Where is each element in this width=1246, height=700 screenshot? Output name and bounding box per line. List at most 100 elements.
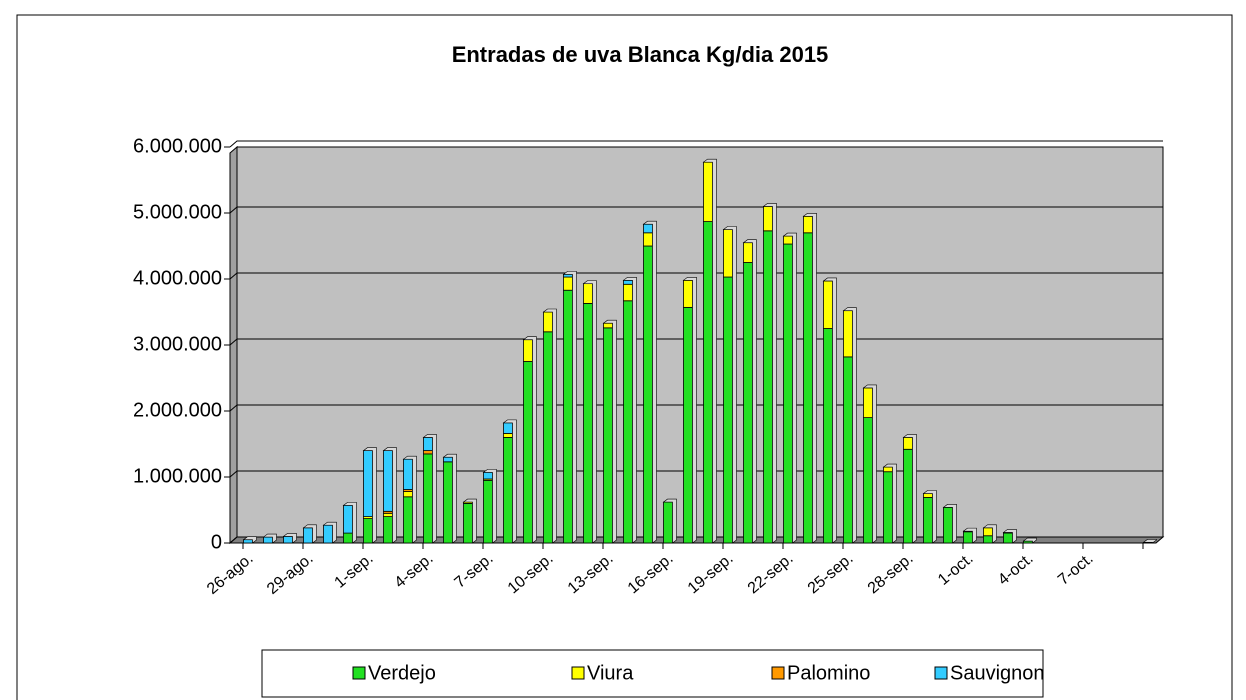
bar-top — [642, 220, 657, 544]
y-tick-label: 4.000.000 — [133, 267, 222, 289]
legend — [261, 649, 1044, 698]
bar-top — [962, 527, 977, 544]
bar-top — [542, 308, 557, 544]
bar-segment — [563, 276, 573, 291]
bar-segment — [723, 276, 733, 544]
bar-segment — [863, 387, 873, 418]
bar-segment — [903, 436, 913, 450]
bar-segment — [303, 527, 313, 544]
bar-top — [522, 336, 537, 544]
bar-segment — [723, 229, 733, 278]
bar-segment — [963, 531, 973, 544]
bar-segment — [983, 535, 993, 544]
bar-segment — [923, 497, 933, 544]
bar-segment — [343, 532, 353, 544]
bar-segment — [403, 458, 413, 490]
bar-segment — [823, 280, 833, 329]
bar-segment — [563, 273, 573, 278]
bar-segment — [603, 327, 613, 544]
bar-segment — [783, 243, 793, 544]
bar-segment — [763, 205, 773, 232]
bar-top — [282, 533, 297, 544]
bar-segment — [403, 491, 413, 498]
bar-segment — [363, 518, 373, 544]
bar-segment — [983, 527, 993, 537]
bar-segment — [863, 417, 873, 544]
bar-top — [922, 490, 937, 544]
bar-top — [482, 469, 497, 544]
bar-top — [582, 280, 597, 544]
bar-top — [402, 455, 417, 544]
bar-segment — [803, 215, 813, 234]
bar-top — [762, 203, 777, 544]
grid-line — [229, 206, 1163, 214]
bar-segment — [423, 450, 433, 455]
bar-segment — [623, 300, 633, 544]
bar-top — [242, 536, 257, 544]
bar-top — [342, 502, 357, 544]
bar-top — [882, 463, 897, 544]
bar-segment — [463, 502, 473, 544]
bar-top — [302, 524, 317, 544]
bar-segment — [643, 245, 653, 544]
bar-top — [1142, 539, 1157, 544]
bar-top — [422, 434, 437, 544]
bar-segment — [283, 536, 293, 544]
bar-segment — [503, 422, 513, 434]
bar-segment — [823, 328, 833, 544]
bar-top — [822, 277, 837, 544]
bar-segment — [383, 450, 393, 512]
bar-top — [362, 447, 377, 544]
bar-top — [602, 319, 617, 544]
bar-segment — [363, 450, 373, 518]
bar-segment — [603, 322, 613, 329]
chart-title: Entradas de uva Blanca Kg/dia 2015 — [452, 42, 829, 67]
bar-segment — [883, 471, 893, 544]
bar-segment — [543, 311, 553, 333]
bar-segment — [643, 232, 653, 247]
bar-segment — [903, 448, 913, 544]
bar-top — [722, 226, 737, 544]
bar-top — [1022, 537, 1037, 544]
y-tick-label: 5.000.000 — [133, 201, 222, 223]
bar-segment — [883, 466, 893, 473]
bar-segment — [323, 524, 333, 544]
legend-swatch — [352, 666, 366, 680]
bar-segment — [583, 303, 593, 544]
bar-segment — [1003, 532, 1013, 544]
bar-top — [902, 434, 917, 544]
y-tick-label: 3.000.000 — [133, 333, 222, 355]
bar-top — [322, 521, 337, 544]
grid-line — [229, 272, 1163, 280]
bar-segment — [443, 456, 453, 463]
bar-top — [862, 384, 877, 544]
legend-swatch — [934, 666, 948, 680]
grid-line — [229, 140, 1163, 148]
bar-top — [462, 498, 477, 544]
y-tick-label: 1.000.000 — [133, 465, 222, 487]
bar-segment — [543, 331, 553, 544]
bar-top — [802, 213, 817, 544]
bar-segment — [423, 453, 433, 544]
bar-segment — [563, 289, 573, 544]
bar-segment — [503, 436, 513, 544]
bar-segment — [703, 161, 713, 222]
bar-top — [942, 504, 957, 544]
legend-label: Palomino — [787, 662, 870, 684]
bar-top — [842, 307, 857, 544]
bar-segment — [743, 242, 753, 263]
legend-swatch — [771, 666, 785, 680]
bar-top — [662, 498, 677, 544]
y-tick-label: 0 — [211, 531, 222, 553]
bar-segment — [383, 516, 393, 544]
bar-segment — [843, 356, 853, 544]
bar-segment — [763, 230, 773, 544]
bar-top — [982, 524, 997, 544]
legend-label: Sauvignon — [950, 662, 1045, 684]
bar-top — [1002, 529, 1017, 544]
bar-segment — [383, 512, 393, 517]
bar-top — [502, 419, 517, 544]
y-tick-label: 2.000.000 — [133, 399, 222, 421]
bar-segment — [623, 283, 633, 302]
bar-segment — [643, 223, 653, 234]
